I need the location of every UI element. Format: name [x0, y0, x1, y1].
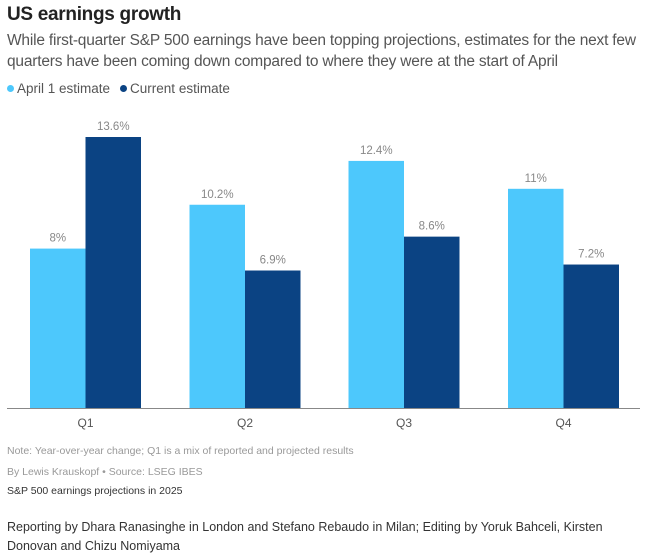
x-tick-label: Q1 — [77, 416, 93, 430]
legend-swatch — [7, 85, 14, 92]
bar-q1-april — [30, 248, 86, 408]
bar-q1-current — [85, 137, 141, 408]
legend: April 1 estimate Current estimate — [7, 81, 230, 96]
x-tick-label: Q3 — [396, 416, 412, 430]
legend-swatch — [120, 85, 128, 92]
note: Note: Year-over-year change; Q1 is a mix… — [7, 445, 354, 457]
bar-q4-april — [508, 188, 564, 408]
data-label: 13.6% — [97, 121, 130, 133]
x-tick-label: Q2 — [237, 416, 253, 430]
data-label: 10.2% — [201, 189, 234, 201]
data-label: 11% — [525, 173, 547, 185]
bar-q3-april — [348, 160, 404, 408]
credits: Reporting by Dhara Ranasinghe in London … — [7, 520, 603, 553]
bar-q2-current — [245, 270, 301, 408]
data-label: 8.6% — [419, 221, 445, 233]
data-label: 6.9% — [260, 255, 286, 267]
data-label: 12.4% — [360, 145, 393, 157]
legend-item-april: April 1 estimate — [7, 81, 110, 96]
byline: By Lewis Krauskopf • Source: LSEG IBES — [7, 466, 203, 478]
legend-label: Current estimate — [130, 81, 230, 96]
bar-q4-current — [563, 264, 619, 408]
legend-item-current: Current estimate — [120, 81, 230, 96]
x-tick-label: Q4 — [555, 416, 571, 430]
legend-label: April 1 estimate — [17, 81, 111, 96]
bar-q3-current — [404, 236, 460, 408]
chart-title: US earnings growth — [7, 4, 182, 25]
caption: S&P 500 earnings projections in 2025 — [7, 485, 183, 497]
chart-subtitle: While first-quarter S&P 500 earnings hav… — [7, 32, 636, 70]
data-label: 8% — [49, 233, 66, 245]
bar-q2-april — [189, 204, 245, 408]
data-label: 7.2% — [578, 249, 604, 261]
bar-chart: 8% 13.6% Q1 10.2% 6.9% Q2 12.4% 8.6% Q3 11% 7.2% Q4 — [7, 121, 640, 430]
